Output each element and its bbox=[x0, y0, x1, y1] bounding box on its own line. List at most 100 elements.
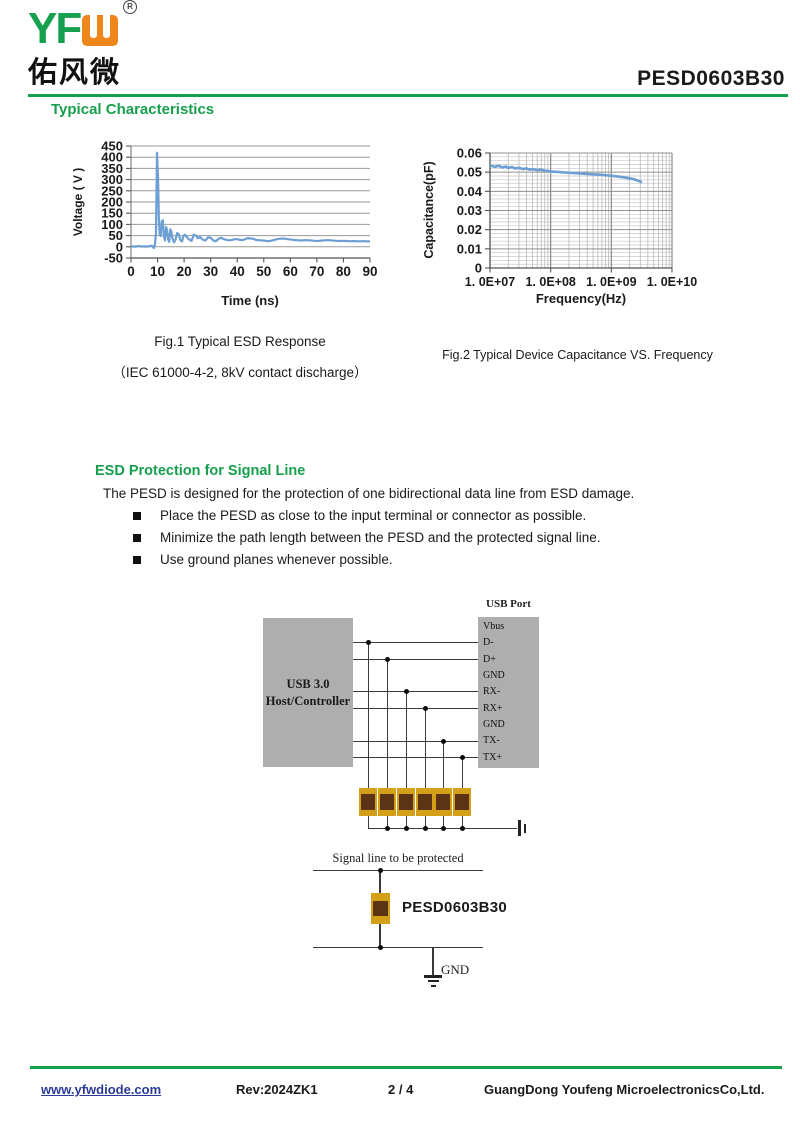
usb-pin-label: RX- bbox=[483, 686, 501, 698]
esd-chip bbox=[359, 788, 377, 816]
svg-text:Frequency(Hz): Frequency(Hz) bbox=[536, 291, 626, 306]
svg-text:1. 0E+08: 1. 0E+08 bbox=[525, 275, 575, 289]
bullet-item: Use ground planes whenever possible. bbox=[133, 552, 393, 567]
signal-wire bbox=[353, 642, 478, 644]
signal-wire bbox=[353, 741, 478, 743]
usb-pin-label: GND bbox=[483, 719, 505, 731]
capacitance-frequency-chart: 0 0.01 0.02 0.03 0.04 0.05 0.06 1. 0E+07 1. 0E+0… bbox=[422, 146, 697, 307]
svg-text:0.04: 0.04 bbox=[457, 184, 483, 199]
svg-text:1. 0E+07: 1. 0E+07 bbox=[465, 275, 515, 289]
svg-text:30: 30 bbox=[203, 264, 218, 279]
yfw-logo: YF R 佑风微 bbox=[28, 0, 138, 91]
section-title-esd-protection: ESD Protection for Signal Line bbox=[95, 463, 306, 479]
host-label-line1: USB 3.0 bbox=[286, 676, 330, 691]
junction-dot bbox=[404, 826, 409, 831]
svg-text:1. 0E+10: 1. 0E+10 bbox=[647, 275, 697, 289]
esd-branch-wire bbox=[443, 741, 445, 828]
esd-chip bbox=[378, 788, 396, 816]
junction-dot bbox=[460, 755, 465, 760]
esd-chip bbox=[416, 788, 434, 816]
junction-dot bbox=[460, 826, 465, 831]
junction-dot bbox=[385, 826, 390, 831]
fig2-caption: Fig.2 Typical Device Capacitance VS. Fre… bbox=[442, 348, 713, 362]
junction-dot bbox=[441, 826, 446, 831]
bullet-square-icon bbox=[133, 512, 141, 520]
host-label-line2: Host/Controller bbox=[265, 693, 351, 708]
esd-branch-wire bbox=[406, 691, 408, 828]
signal-line-label: Signal line to be protected bbox=[332, 851, 464, 865]
junction-dot bbox=[404, 689, 409, 694]
gnd-label: GND bbox=[441, 962, 470, 977]
svg-text:0.03: 0.03 bbox=[457, 203, 482, 218]
svg-text:300: 300 bbox=[101, 172, 123, 187]
svg-text:350: 350 bbox=[101, 161, 123, 176]
svg-text:0.06: 0.06 bbox=[457, 146, 482, 161]
svg-text:0.02: 0.02 bbox=[457, 222, 482, 237]
earth-ground-icon bbox=[427, 980, 439, 983]
part-number: PESD0603B30 bbox=[637, 67, 785, 90]
earth-ground-icon bbox=[424, 975, 442, 978]
svg-text:Time (ns): Time (ns) bbox=[221, 293, 279, 308]
fig1-caption-condition: （IEC 61000-4-2, 8kV contact discharge） bbox=[112, 365, 368, 380]
esd-branch-wire bbox=[387, 659, 389, 828]
svg-text:90: 90 bbox=[362, 264, 377, 279]
svg-text:100: 100 bbox=[101, 217, 123, 232]
svg-text:250: 250 bbox=[101, 183, 123, 198]
revision-label: Rev:2024ZK1 bbox=[236, 1082, 318, 1097]
usb-pin-label: Vbus bbox=[483, 621, 505, 633]
usb-pin-label: TX- bbox=[483, 735, 500, 747]
esd-branch-wire bbox=[425, 708, 427, 828]
esd-chip bbox=[453, 788, 471, 816]
esd-protection-intro: The PESD is designed for the protection … bbox=[103, 486, 635, 501]
earth-ground-icon bbox=[430, 984, 436, 987]
junction-dot bbox=[385, 657, 390, 662]
svg-text:50: 50 bbox=[109, 228, 123, 243]
junction-dot bbox=[377, 945, 383, 950]
svg-text:450: 450 bbox=[101, 139, 123, 154]
junction-dot bbox=[377, 868, 383, 873]
usb-port-box: Vbus D- D+ GND RX- RX+ GND TX- TX+ bbox=[478, 617, 539, 768]
svg-text:1. 0E+09: 1. 0E+09 bbox=[586, 275, 636, 289]
svg-text:Capacitance(pF): Capacitance(pF) bbox=[422, 161, 436, 258]
esd-chip bbox=[434, 788, 452, 816]
svg-text:0: 0 bbox=[116, 239, 123, 254]
svg-text:70: 70 bbox=[309, 264, 324, 279]
earth-ground-icon bbox=[518, 820, 521, 836]
fig1-caption: Fig.1 Typical ESD Response bbox=[154, 334, 326, 349]
junction-dot bbox=[366, 640, 371, 645]
registered-trademark-icon: R bbox=[123, 0, 138, 14]
junction-dot bbox=[423, 706, 428, 711]
bullet-item: Place the PESD as close to the input ter… bbox=[133, 508, 586, 523]
usb-pin-label: TX+ bbox=[483, 751, 502, 763]
usb-pin-label: D+ bbox=[483, 653, 496, 665]
junction-dot bbox=[441, 739, 446, 744]
usb-pin-label: D- bbox=[483, 637, 494, 649]
esd-chip bbox=[397, 788, 415, 816]
svg-text:400: 400 bbox=[101, 150, 123, 165]
page-number: 2 / 4 bbox=[388, 1082, 414, 1097]
svg-text:0: 0 bbox=[127, 264, 135, 279]
bullet-item: Minimize the path length between the PES… bbox=[133, 530, 601, 545]
svg-text:20: 20 bbox=[177, 264, 192, 279]
company-name: GuangDong Youfeng MicroelectronicsCo,Ltd… bbox=[484, 1082, 765, 1097]
bullet-square-icon bbox=[133, 534, 141, 542]
logo-w-glyph-icon bbox=[82, 15, 119, 46]
svg-text:0: 0 bbox=[475, 261, 482, 276]
usb-pin-label: GND bbox=[483, 670, 505, 682]
svg-text:40: 40 bbox=[230, 264, 245, 279]
earth-ground-icon bbox=[523, 824, 526, 833]
ground-line-wire bbox=[313, 947, 483, 949]
svg-text:50: 50 bbox=[256, 264, 271, 279]
svg-text:0.05: 0.05 bbox=[457, 165, 482, 180]
svg-text:10: 10 bbox=[150, 264, 165, 279]
ground-stem-wire bbox=[432, 947, 434, 975]
bullet-square-icon bbox=[133, 556, 141, 564]
signal-wire bbox=[353, 691, 478, 693]
signal-wire bbox=[353, 757, 478, 759]
website-link[interactable]: www.yfwdiode.com bbox=[41, 1082, 162, 1097]
pesd-device bbox=[371, 893, 390, 924]
section-title-typical-characteristics: Typical Characteristics bbox=[51, 101, 215, 118]
header-divider bbox=[28, 94, 788, 97]
